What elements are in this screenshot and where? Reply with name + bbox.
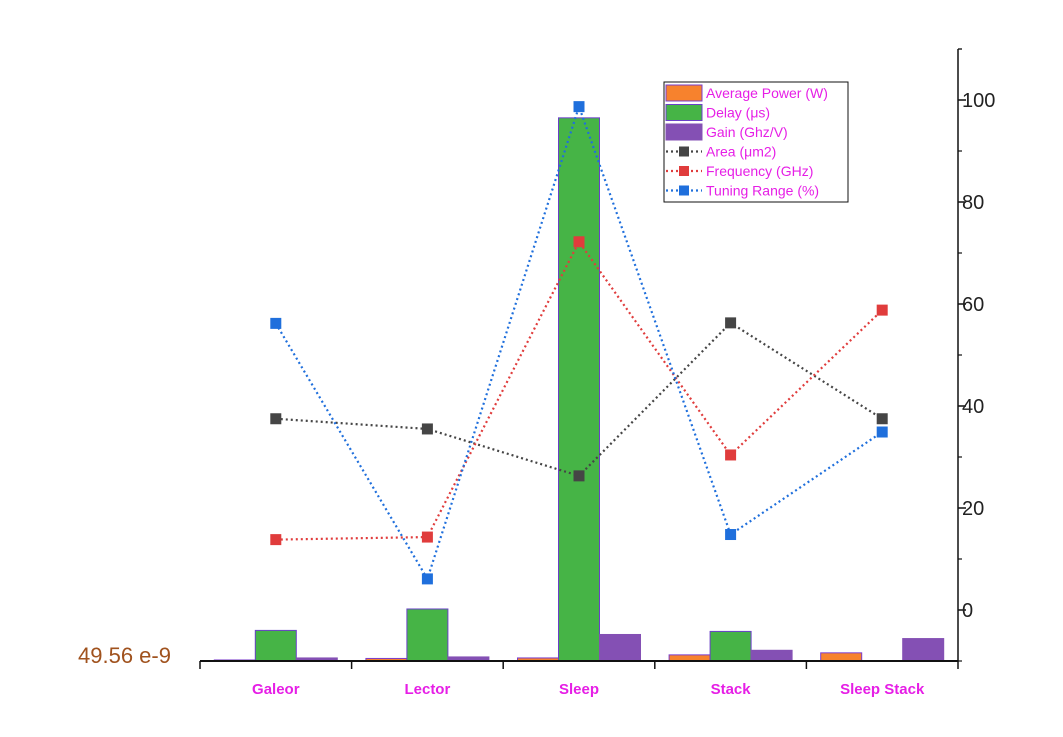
bar-delay-s-sleep — [558, 117, 600, 662]
category-label-sleep: Sleep — [559, 681, 599, 698]
point-tuning-range-galeor — [270, 317, 282, 329]
point-area-m2-stack — [725, 317, 737, 329]
legend-label-delay-s: Delay (μs) — [706, 105, 770, 121]
legend-marker-frequency-ghz — [679, 166, 689, 176]
point-area-m2-sleep — [573, 470, 585, 482]
bar-delay-s-lector — [406, 608, 449, 662]
legend-swatch-delay-s — [665, 104, 703, 121]
legend-marker-area-m2 — [679, 146, 689, 157]
category-label-stack: Stack — [711, 681, 752, 698]
category-label-lector: Lector — [404, 681, 450, 698]
point-tuning-range-stack — [725, 529, 737, 541]
line-frequency-ghz — [275, 239, 883, 541]
point-frequency-ghz-sleep-stack — [876, 304, 888, 316]
annotation-label: 49.56 e-9 — [78, 643, 171, 668]
point-tuning-range-lector — [421, 573, 433, 585]
axes-layer — [199, 48, 966, 669]
bar-gain-ghz-v-stack — [750, 649, 793, 662]
bar-delay-s-galeor — [254, 629, 297, 662]
legend-label-area-m2: Area (μm2) — [706, 144, 776, 160]
legend-swatch-gain-ghz-v — [665, 123, 703, 141]
point-tuning-range-sleep-stack — [876, 426, 888, 438]
bar-delay-s-stack — [709, 630, 752, 662]
legend-swatch-average-power-w — [665, 84, 703, 102]
point-frequency-ghz-sleep — [573, 236, 585, 248]
point-tuning-range-sleep — [573, 101, 585, 113]
point-frequency-ghz-lector — [421, 531, 433, 543]
labels-layer: 0 20 40 60 80 100 Galeor Lector Sleep Stack Sleep … — [252, 90, 995, 698]
legend-label-tuning-range: Tuning Range (%) — [706, 183, 819, 199]
legend-marker-tuning-range — [679, 185, 689, 196]
y-tick-label-40: 40 — [962, 396, 984, 418]
lines-layer — [270, 101, 888, 585]
y-tick-label-0: 0 — [962, 600, 973, 622]
point-area-m2-lector — [421, 423, 433, 435]
legend-label-frequency-ghz: Frequency (GHz) — [706, 163, 813, 179]
point-area-m2-galeor — [270, 413, 282, 425]
y-tick-label-80: 80 — [962, 192, 984, 214]
legend: Average Power (W) Delay (μs) Gain (Ghz/V) A… — [663, 81, 849, 203]
bar-gain-ghz-v-sleep-stack — [902, 638, 945, 662]
legend-box — [663, 81, 849, 203]
bar-average-power-w-sleep-stack — [820, 652, 863, 662]
y-tick-label-60: 60 — [962, 294, 984, 316]
legend-label-average-power-w: Average Power (W) — [706, 85, 828, 101]
category-label-galeor: Galeor — [252, 681, 300, 698]
bar-gain-ghz-v-sleep — [599, 633, 641, 662]
legend-label-gain-ghz-v: Gain (Ghz/V) — [706, 124, 788, 140]
point-area-m2-sleep-stack — [876, 413, 888, 425]
category-label-sleep-stack: Sleep Stack — [840, 681, 925, 698]
y-tick-label-20: 20 — [962, 498, 984, 520]
point-frequency-ghz-galeor — [270, 534, 282, 546]
point-frequency-ghz-stack — [725, 449, 737, 461]
y-tick-label-100: 100 — [962, 90, 995, 112]
